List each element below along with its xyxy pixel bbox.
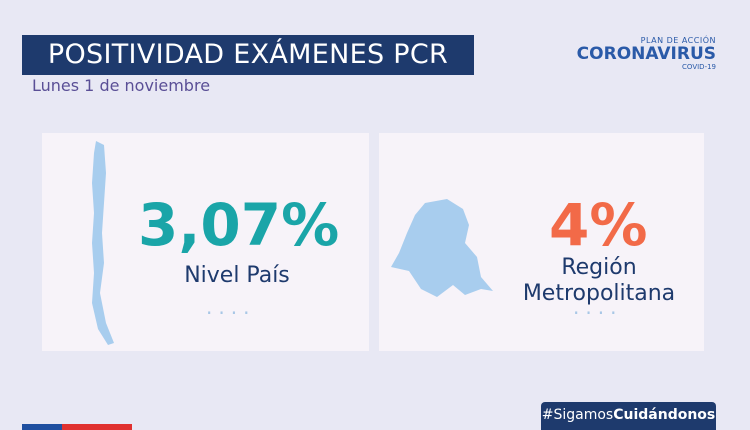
dots: ····	[206, 301, 256, 325]
country-label: Nivel País	[184, 263, 290, 288]
region-label: Región Metropolitana	[519, 255, 679, 307]
region-label-line: Región	[561, 255, 637, 280]
region-label-line: Metropolitana	[522, 281, 676, 306]
dots: ····	[573, 301, 623, 325]
region-map	[391, 199, 493, 297]
logo-sub: COVID-19	[682, 63, 716, 71]
flag-bar	[22, 424, 132, 430]
country-card: 3,07% Nivel País ····	[42, 133, 369, 351]
logo: PLAN DE ACCIÓN CORONAVIRUS COVID-19	[577, 36, 716, 71]
hashtag-prefix: #Sigamos	[541, 407, 614, 423]
region-value: 4%	[549, 191, 648, 259]
region-card: 4% Región Metropolitana ····	[379, 133, 704, 351]
title: POSITIVIDAD EXÁMENES PCR	[22, 35, 474, 75]
hashtag-bold: Cuidándonos	[613, 407, 716, 423]
logo-top: PLAN DE ACCIÓN	[640, 36, 716, 45]
subtitle: Lunes 1 de noviembre	[32, 76, 211, 95]
chile-map	[92, 141, 114, 345]
country-value: 3,07%	[138, 191, 340, 259]
hashtag: #SigamosCuidándonos	[541, 402, 716, 430]
logo-main: CORONAVIRUS	[576, 44, 716, 64]
